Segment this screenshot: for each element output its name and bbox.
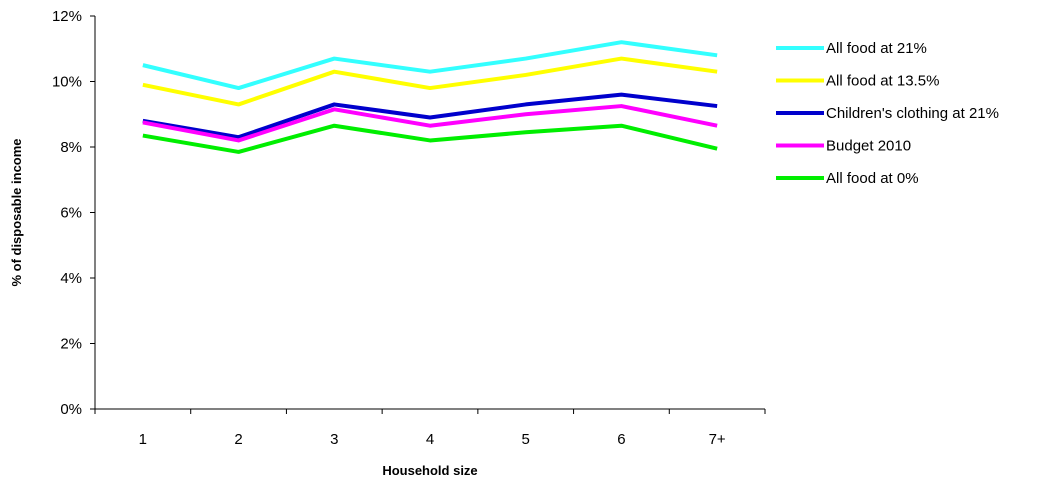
x-tick-label: 5 <box>522 431 530 448</box>
x-tick-label: 4 <box>426 431 434 448</box>
x-tick-label: 7+ <box>709 431 726 448</box>
x-tick-label: 6 <box>617 431 625 448</box>
y-tick-label: 6% <box>60 205 82 222</box>
series-lines <box>142 40 718 154</box>
series-line <box>142 92 718 140</box>
series-line <box>142 123 718 154</box>
series-line <box>142 40 718 91</box>
x-tick-label: 3 <box>330 431 338 448</box>
legend-label: All food at 0% <box>826 170 919 187</box>
y-tick-label: 12% <box>52 8 82 25</box>
legend-label: All food at 21% <box>826 40 927 57</box>
y-tick-label: 0% <box>60 401 82 418</box>
axes: 0% 2% 4% 6% 8% 10% 12% 1 2 3 4 5 6 7+ <box>52 8 766 448</box>
x-tick-label: 1 <box>139 431 147 448</box>
x-axis-title: Household size <box>382 463 477 478</box>
y-axis-title: % of disposable income <box>9 138 24 286</box>
x-tick-label: 2 <box>234 431 242 448</box>
legend: All food at 21% All food at 13.5% Children… <box>776 40 999 187</box>
series-line <box>142 104 718 143</box>
y-tick-label: 4% <box>60 270 82 287</box>
y-tick-label: 8% <box>60 139 82 156</box>
y-tick-label: 2% <box>60 336 82 353</box>
legend-label: Children's clothing at 21% <box>826 105 999 122</box>
series-line <box>142 56 718 107</box>
y-tick-label: 10% <box>52 74 82 91</box>
legend-label: Budget 2010 <box>826 138 911 155</box>
legend-label: All food at 13.5% <box>826 73 939 90</box>
